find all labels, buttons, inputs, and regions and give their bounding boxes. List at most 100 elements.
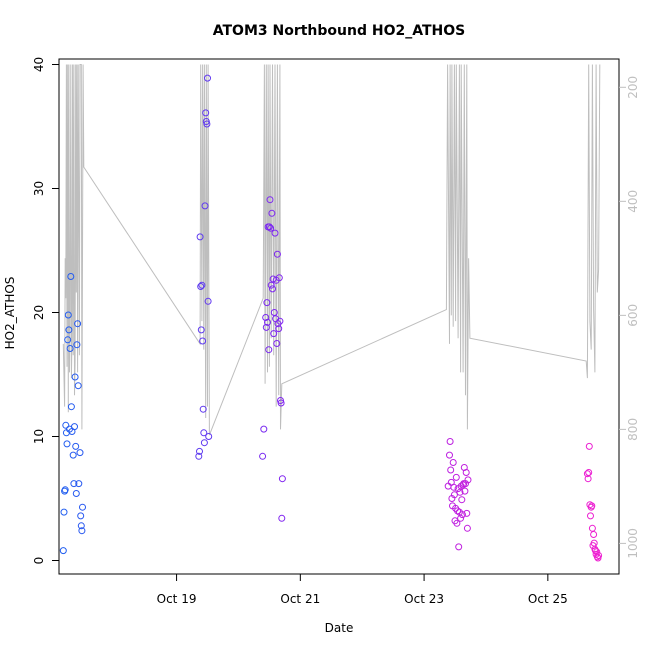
x-tick-label: Oct 19 (157, 592, 197, 606)
data-point (73, 341, 81, 349)
data-point (72, 442, 80, 450)
data-point (67, 273, 75, 280)
data-point (202, 109, 210, 117)
data-point (593, 553, 601, 561)
data-point (77, 522, 85, 530)
data-point (200, 429, 208, 437)
data-point (275, 274, 283, 282)
x-tick-label: Oct 25 (528, 592, 568, 606)
data-point (76, 449, 84, 457)
data-point (587, 512, 594, 520)
data-point (585, 469, 593, 476)
data-point (278, 514, 286, 522)
data-point (457, 514, 465, 522)
data-point (64, 311, 72, 319)
data-point (268, 209, 276, 217)
data-point (62, 421, 70, 429)
points-layer (59, 74, 603, 562)
y-tick-label: 10 (32, 429, 46, 444)
secondary-series-line (62, 64, 601, 436)
data-point (203, 120, 211, 128)
data-point (63, 440, 71, 448)
y2-tick-label: 800 (626, 418, 640, 441)
data-point (269, 285, 276, 293)
data-point (197, 283, 205, 290)
data-point (74, 382, 82, 390)
data-point (66, 345, 74, 352)
data-point (446, 438, 454, 445)
data-point (267, 224, 275, 232)
plot-frame (58, 58, 620, 575)
data-point (276, 317, 284, 325)
data-point (195, 452, 203, 460)
data-point (200, 439, 208, 447)
data-point (458, 496, 466, 504)
y-tick-label: 20 (32, 305, 46, 320)
data-point (452, 473, 460, 481)
y2-tick-label: 200 (626, 76, 640, 99)
data-point (74, 320, 82, 328)
data-point (266, 196, 274, 204)
data-point (59, 547, 67, 555)
data-point (72, 490, 80, 497)
data-point (446, 451, 453, 459)
y2-tick-label: 400 (626, 190, 640, 213)
data-point (199, 405, 207, 413)
data-point (583, 470, 591, 478)
data-point (71, 373, 79, 381)
data-point (205, 433, 213, 440)
data-point (65, 326, 73, 334)
data-point (270, 330, 278, 338)
data-point (585, 442, 593, 450)
data-point (196, 233, 204, 241)
data-point (449, 459, 457, 466)
data-point (199, 337, 207, 345)
data-point (61, 486, 69, 494)
data-point (60, 508, 68, 516)
data-point (271, 229, 279, 237)
data-point (71, 423, 78, 431)
data-point (588, 502, 596, 510)
data-point (592, 547, 599, 555)
data-point (277, 399, 285, 407)
data-point (67, 403, 75, 411)
data-point (265, 223, 273, 231)
data-point (263, 299, 271, 307)
data-point (590, 531, 598, 538)
y-tick-label: 40 (32, 57, 46, 72)
data-point (463, 509, 471, 517)
data-point (267, 281, 275, 289)
data-point (204, 297, 212, 305)
data-point (201, 202, 209, 210)
data-point (462, 469, 470, 476)
data-point (463, 524, 471, 532)
data-point (262, 314, 270, 321)
data-point (450, 491, 458, 499)
data-point (78, 527, 86, 535)
data-point (454, 507, 461, 515)
data-point (464, 476, 472, 484)
y-axis-label: HO2_ATHOS (3, 277, 17, 350)
data-point (79, 503, 86, 511)
data-point (273, 250, 281, 258)
data-point (595, 552, 603, 559)
data-point (259, 452, 267, 460)
data-point (265, 346, 273, 354)
secondary-series-layer (62, 64, 601, 436)
y-tick-label: 0 (32, 557, 46, 565)
data-point (196, 447, 203, 455)
data-point (69, 451, 77, 459)
x-axis-label: Date (325, 621, 354, 635)
data-point (447, 466, 455, 474)
y2-tick-label: 600 (626, 304, 640, 327)
data-point (64, 336, 72, 344)
data-point (461, 487, 469, 495)
data-point (275, 325, 283, 333)
y2-tick-label: 1000 (626, 528, 640, 559)
data-point (197, 326, 205, 334)
data-point (458, 511, 466, 519)
data-point (453, 519, 461, 527)
data-point (264, 318, 271, 326)
axes-layer: 0 10 20 30 40 Oct 19 Oct 21 Oct 23 Oct 25 200 400 6… (32, 57, 640, 606)
